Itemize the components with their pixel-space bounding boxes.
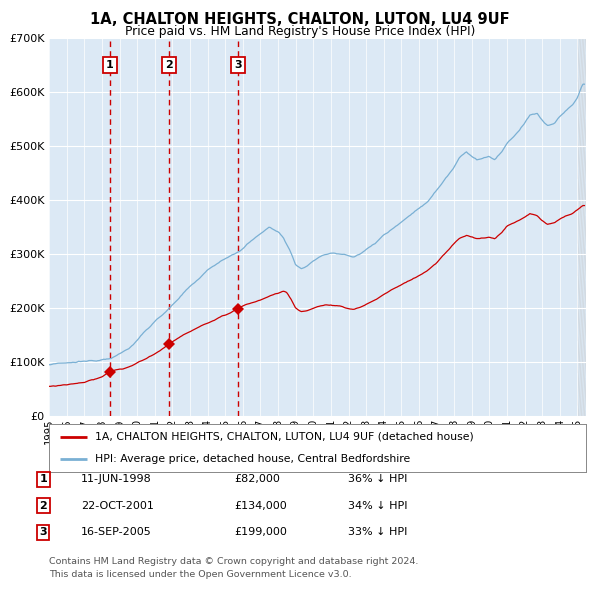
Text: 1: 1 (40, 474, 47, 484)
Text: 33% ↓ HPI: 33% ↓ HPI (348, 527, 407, 537)
Text: 1A, CHALTON HEIGHTS, CHALTON, LUTON, LU4 9UF (detached house): 1A, CHALTON HEIGHTS, CHALTON, LUTON, LU4… (95, 432, 473, 442)
Text: This data is licensed under the Open Government Licence v3.0.: This data is licensed under the Open Gov… (49, 571, 352, 579)
Text: 3: 3 (234, 60, 242, 70)
Text: 1A, CHALTON HEIGHTS, CHALTON, LUTON, LU4 9UF: 1A, CHALTON HEIGHTS, CHALTON, LUTON, LU4… (90, 12, 510, 27)
Text: 1: 1 (106, 60, 113, 70)
Text: £82,000: £82,000 (234, 474, 280, 484)
Text: 16-SEP-2005: 16-SEP-2005 (81, 527, 152, 537)
Text: £199,000: £199,000 (234, 527, 287, 537)
Text: 22-OCT-2001: 22-OCT-2001 (81, 501, 154, 510)
Text: 34% ↓ HPI: 34% ↓ HPI (348, 501, 407, 510)
Bar (577, 38, 586, 416)
Text: 3: 3 (40, 527, 47, 537)
Text: 11-JUN-1998: 11-JUN-1998 (81, 474, 152, 484)
Text: Contains HM Land Registry data © Crown copyright and database right 2024.: Contains HM Land Registry data © Crown c… (49, 558, 419, 566)
Text: HPI: Average price, detached house, Central Bedfordshire: HPI: Average price, detached house, Cent… (95, 454, 410, 464)
Text: 36% ↓ HPI: 36% ↓ HPI (348, 474, 407, 484)
Text: £134,000: £134,000 (234, 501, 287, 510)
Text: 2: 2 (40, 501, 47, 510)
Text: 2: 2 (165, 60, 173, 70)
Text: Price paid vs. HM Land Registry's House Price Index (HPI): Price paid vs. HM Land Registry's House … (125, 25, 475, 38)
